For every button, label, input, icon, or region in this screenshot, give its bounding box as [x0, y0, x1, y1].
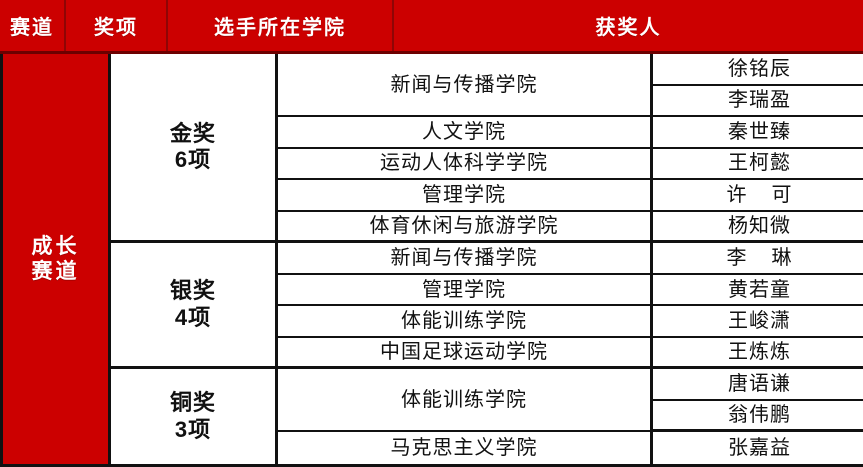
- winner-cell: 杨知微: [653, 211, 863, 244]
- college-cell: 新闻与传播学院: [278, 54, 653, 118]
- college-cell: 体能训练学院: [278, 306, 653, 338]
- winner-cell: 李瑞盈: [653, 85, 863, 118]
- table-header-row: 赛道 奖项 选手所在学院 获奖人: [0, 0, 863, 51]
- track-label-line2: 赛道: [31, 260, 80, 283]
- winner-cell: 许 可: [653, 180, 863, 212]
- column-header-college: 选手所在学院: [168, 0, 394, 51]
- table-body: 成长 赛道 金奖 6项 银奖 4项 铜奖 3项 新闻与传播学院 人文学院 运动人…: [0, 54, 863, 467]
- winner-cell: 王柯懿: [653, 148, 863, 181]
- college-cell: 新闻与传播学院: [278, 243, 653, 275]
- track-label-line1: 成长: [31, 234, 80, 258]
- award-count: 4项: [174, 304, 212, 330]
- college-cell: 人文学院: [278, 117, 653, 149]
- winner-cell: 张嘉益: [653, 432, 863, 464]
- winner-cell: 唐语谦: [653, 369, 863, 401]
- college-cell: 管理学院: [278, 274, 653, 307]
- winner-cell: 黄若童: [653, 274, 863, 307]
- college-cell: 管理学院: [278, 180, 653, 212]
- header-underline: [0, 51, 863, 54]
- college-cell: 运动人体科学学院: [278, 148, 653, 181]
- column-header-track: 赛道: [0, 0, 66, 51]
- college-cell: 体育休闲与旅游学院: [278, 211, 653, 244]
- award-count: 3项: [174, 416, 212, 442]
- award-name: 铜奖: [169, 390, 216, 416]
- winner-cell: 王炼炼: [653, 337, 863, 370]
- track-cell: 成长 赛道: [3, 54, 111, 464]
- column-header-winner: 获奖人: [394, 0, 863, 51]
- winner-cell: 徐铭辰: [653, 54, 863, 86]
- winner-cell: 李 琳: [653, 243, 863, 275]
- award-name: 银奖: [169, 278, 216, 304]
- award-cell-gold: 金奖 6项: [111, 54, 278, 244]
- college-cell: 体能训练学院: [278, 369, 653, 433]
- award-count: 6项: [174, 147, 212, 173]
- winner-cell: 王峻潇: [653, 306, 863, 338]
- college-cell: 中国足球运动学院: [278, 337, 653, 370]
- winner-cell: 翁伟鹏: [653, 400, 863, 433]
- column-header-award: 奖项: [66, 0, 168, 51]
- college-cell: 马克思主义学院: [278, 432, 653, 464]
- award-cell-silver: 银奖 4项: [111, 243, 278, 370]
- award-name: 金奖: [169, 120, 216, 146]
- winner-cell: 秦世臻: [653, 117, 863, 149]
- award-cell-bronze: 铜奖 3项: [111, 369, 278, 464]
